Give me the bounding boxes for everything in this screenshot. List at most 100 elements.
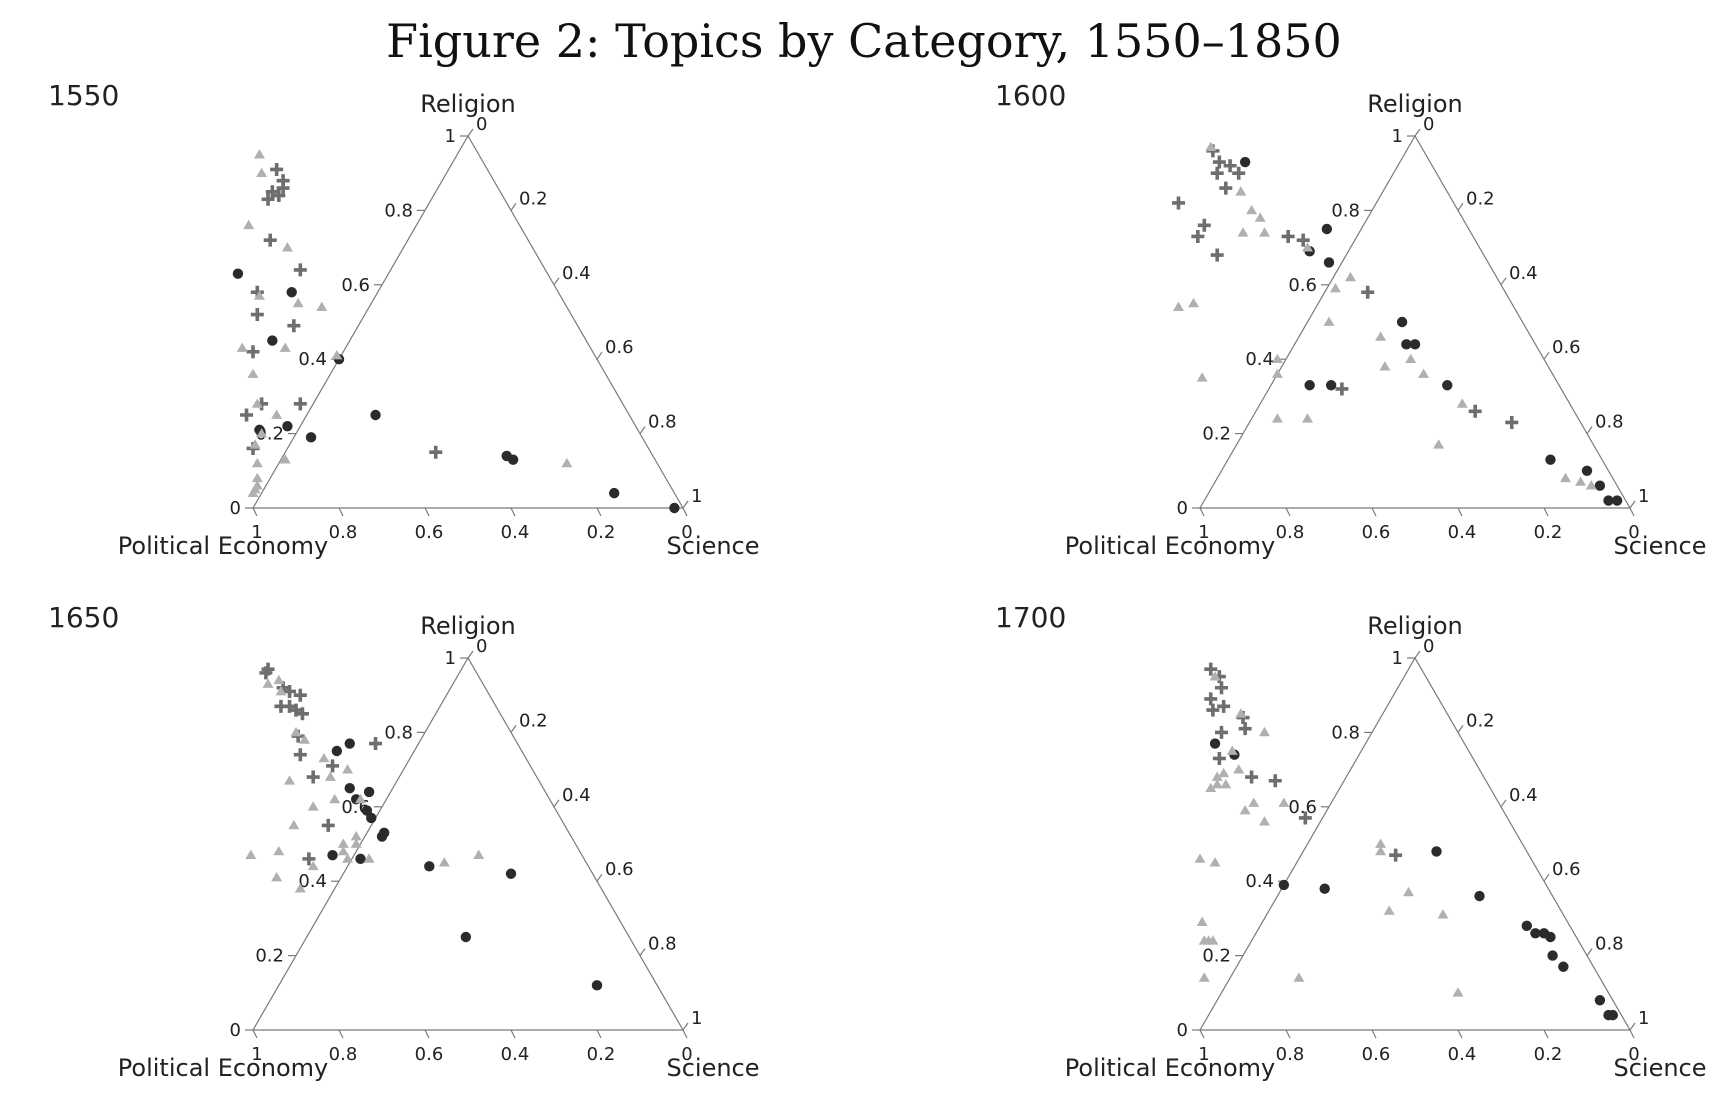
data-point-triangle (1452, 987, 1464, 997)
science-tick-mark (467, 650, 474, 659)
data-point-circle (1278, 879, 1290, 891)
data-point-circle (1594, 480, 1606, 491)
data-point-triangle (307, 801, 319, 811)
science-tick-mark (1543, 351, 1550, 360)
data-point-triangle (1379, 361, 1391, 371)
data-point-circle (1603, 495, 1614, 506)
science-tick-label: 0 (476, 114, 487, 135)
religion-tick-label: 0.4 (298, 349, 327, 370)
science-tick-label: 0 (1423, 114, 1434, 135)
science-axis-label: Science (1613, 1054, 1706, 1082)
science-tick-label: 0.4 (1509, 785, 1538, 806)
data-point-plus (326, 759, 340, 773)
political-economy-tick-label: 0.8 (329, 522, 358, 543)
data-point-triangle (1246, 204, 1258, 215)
science-tick-mark (1414, 128, 1421, 137)
data-point-triangle (1271, 368, 1283, 378)
panel-year-label: 1550 (48, 79, 119, 112)
political-economy-tick-mark (424, 507, 430, 517)
data-point-plus (1204, 662, 1218, 676)
science-tick-mark (1629, 500, 1636, 509)
data-point-triangle (1235, 708, 1247, 718)
data-point-triangle (294, 883, 306, 893)
data-point-triangle (262, 678, 274, 688)
data-point-triangle (249, 439, 261, 449)
data-point-triangle (1418, 368, 1430, 378)
data-point-triangle (1209, 671, 1221, 681)
science-tick-mark (596, 873, 603, 882)
data-point-triangle (1375, 845, 1387, 856)
data-point-circle (366, 812, 377, 824)
data-point-circle (1409, 339, 1421, 350)
data-point-circle (305, 432, 317, 443)
data-point-triangle (1188, 297, 1200, 308)
science-tick-label: 0.2 (1466, 188, 1495, 209)
data-point-circle (1545, 931, 1556, 943)
data-point-circle (378, 827, 390, 839)
data-point-plus (240, 408, 254, 422)
political-economy-tick-label: 0.4 (1448, 1044, 1477, 1065)
data-point-triangle (337, 845, 349, 856)
data-point-triangle (318, 752, 330, 763)
data-point-plus (1212, 751, 1226, 765)
data-point-triangle (1239, 805, 1251, 815)
science-tick-label: 0.4 (1509, 263, 1538, 284)
data-point-plus (1468, 404, 1482, 418)
data-point-triangle (1198, 935, 1210, 945)
panel-year-label: 1650 (48, 601, 119, 634)
data-point-triangle (1259, 726, 1270, 737)
political-economy-tick-label: 0.4 (501, 522, 530, 543)
data-point-circle (1431, 846, 1442, 857)
science-tick-label: 0.8 (648, 412, 677, 433)
data-point-circle (232, 268, 244, 279)
data-point-triangle (1293, 972, 1305, 982)
data-point-triangle (1226, 745, 1238, 755)
religion-tick-label: 0.8 (384, 200, 413, 221)
data-point-triangle (279, 342, 291, 352)
political-economy-tick-label: 0.6 (1362, 1044, 1391, 1065)
data-point-triangle (1375, 838, 1387, 848)
data-point-plus (272, 189, 286, 203)
religion-tick-label: 0 (1177, 498, 1188, 519)
data-point-circle (1323, 257, 1335, 268)
political-economy-tick-label: 0 (681, 522, 692, 543)
data-point-triangle (1196, 916, 1208, 926)
triangle-frame (251, 656, 685, 1031)
data-point-circle (1325, 380, 1337, 391)
data-point-triangle (342, 853, 354, 863)
data-point-circle (1319, 883, 1330, 894)
science-tick-label: 0.6 (1552, 337, 1581, 358)
data-point-triangle (337, 838, 349, 848)
political-economy-tick-label: 0.4 (1448, 522, 1477, 543)
political-economy-tick-label: 0 (681, 1044, 692, 1065)
political-economy-tick-label: 0.8 (1276, 522, 1305, 543)
political-economy-tick-label: 1 (1198, 522, 1209, 543)
data-point-triangle (275, 685, 287, 696)
data-point-triangle (473, 849, 485, 860)
science-tick-mark (682, 1022, 689, 1031)
data-point-plus (1281, 229, 1295, 243)
data-point-triangle (1205, 782, 1217, 793)
data-point-plus (246, 345, 260, 359)
data-point-triangle (1271, 353, 1283, 364)
science-tick-label: 0.6 (1552, 859, 1581, 880)
political-economy-tick-mark (252, 1029, 258, 1039)
data-point-triangle (1194, 853, 1206, 863)
data-point-triangle (290, 726, 302, 737)
science-tick-mark (553, 799, 560, 808)
data-point-circle (344, 738, 355, 749)
political-economy-axis-label: Political Economy (1065, 1054, 1275, 1082)
data-point-triangle (281, 242, 293, 252)
data-point-triangle (1259, 816, 1270, 826)
political-economy-tick-label: 0.2 (1534, 1044, 1563, 1065)
political-economy-tick-label: 0.2 (587, 1044, 616, 1065)
data-point-circle (1396, 316, 1408, 328)
data-point-triangle (251, 457, 263, 468)
science-tick-label: 0.2 (519, 710, 548, 731)
data-point-circle (1321, 223, 1333, 235)
political-economy-tick-mark (338, 507, 344, 517)
political-economy-tick-label: 0 (1628, 1044, 1639, 1065)
science-axis-label: Science (1613, 532, 1706, 560)
data-point-plus (1210, 166, 1224, 180)
science-tick-label: 1 (1638, 1008, 1649, 1029)
